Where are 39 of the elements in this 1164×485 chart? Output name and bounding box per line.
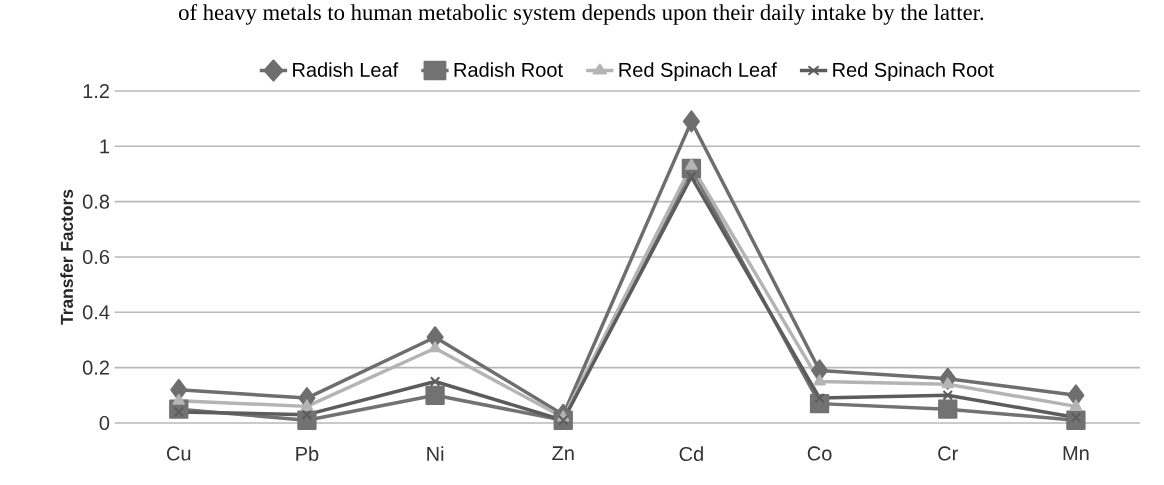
x-tick-label: Zn <box>552 446 574 461</box>
text: of heavy metals to human metabolic system depends upon their daily intake by the latter. <box>179 3 984 25</box>
point <box>172 393 185 405</box>
point <box>301 409 313 420</box>
point <box>682 110 700 133</box>
y-tick-label: 0.8 <box>82 194 110 209</box>
x-tick-label: Mn <box>1063 446 1089 461</box>
y-tick-label: 1.2 <box>83 84 109 98</box>
x-tick-label: Co <box>807 446 832 461</box>
legend-label: Radish Root <box>454 62 563 77</box>
point <box>1070 412 1082 423</box>
legend-label: Red Spinach Root <box>833 62 994 81</box>
y-tick-label: 1 <box>100 139 109 154</box>
point <box>814 392 825 404</box>
y-tick-label: 0.6 <box>82 249 110 265</box>
x-tick-label: Cr <box>938 446 958 461</box>
point <box>558 414 569 426</box>
point <box>686 171 697 182</box>
point <box>300 399 314 411</box>
x-tick-label: Pb <box>296 446 319 462</box>
point <box>685 158 698 170</box>
point <box>813 374 826 386</box>
point <box>428 341 442 353</box>
legend-label: Red Spinach Leaf <box>619 62 777 81</box>
y-tick-label: 0.4 <box>82 305 110 320</box>
point <box>425 385 445 405</box>
x-tick-label: Cd <box>679 446 703 462</box>
x-tick-label: Ni <box>427 446 444 461</box>
point <box>941 377 954 389</box>
point <box>173 406 184 418</box>
legend-label: Radish Leaf <box>293 62 399 77</box>
point <box>942 390 953 401</box>
x-tick-label: Cu <box>167 446 191 461</box>
y-tick-label: 0 <box>99 415 110 431</box>
point <box>938 399 958 419</box>
point <box>1069 399 1083 411</box>
y-axis-title: Transfer Factors <box>60 189 74 325</box>
point <box>429 376 441 387</box>
y-tick-label: 0.2 <box>82 360 109 375</box>
